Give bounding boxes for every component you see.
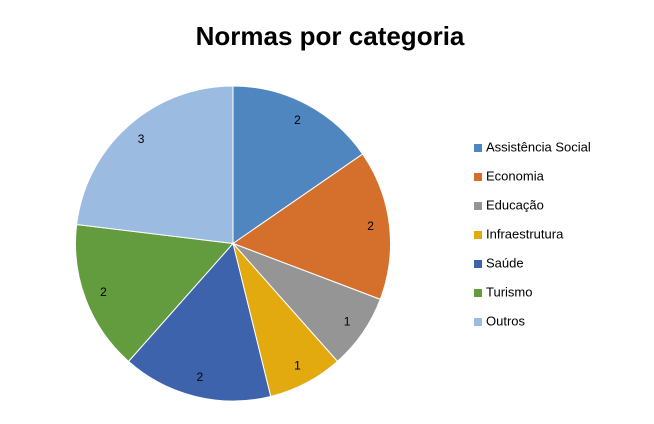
pie-slice	[231, 153, 391, 300]
legend-label: Saúde	[486, 255, 524, 270]
data-label: 2	[294, 113, 301, 127]
data-label: 2	[367, 219, 374, 233]
data-label: 1	[344, 314, 351, 328]
legend-swatch	[474, 231, 482, 239]
legend-label: Educação	[486, 197, 544, 212]
legend-label: Assistência Social	[486, 139, 591, 154]
pie-slice	[76, 85, 234, 245]
chart-title: Normas por categoria	[196, 21, 465, 51]
data-label: 3	[138, 132, 145, 146]
legend-swatch	[474, 289, 482, 297]
legend-swatch	[474, 260, 482, 268]
pie-slice	[232, 85, 364, 245]
legend-label: Infraestrutura	[486, 226, 564, 241]
legend-swatch	[474, 202, 482, 210]
legend-label: Turismo	[486, 284, 532, 299]
legend-swatch	[474, 318, 482, 326]
data-label: 2	[196, 370, 203, 384]
pie-slice	[127, 242, 272, 402]
legend-label: Economia	[486, 168, 545, 183]
pie-slice	[75, 223, 235, 363]
legend-swatch	[474, 173, 482, 181]
data-label: 2	[100, 285, 107, 299]
legend-swatch	[474, 144, 482, 152]
data-label: 1	[294, 358, 301, 372]
legend-label: Outros	[486, 313, 526, 328]
